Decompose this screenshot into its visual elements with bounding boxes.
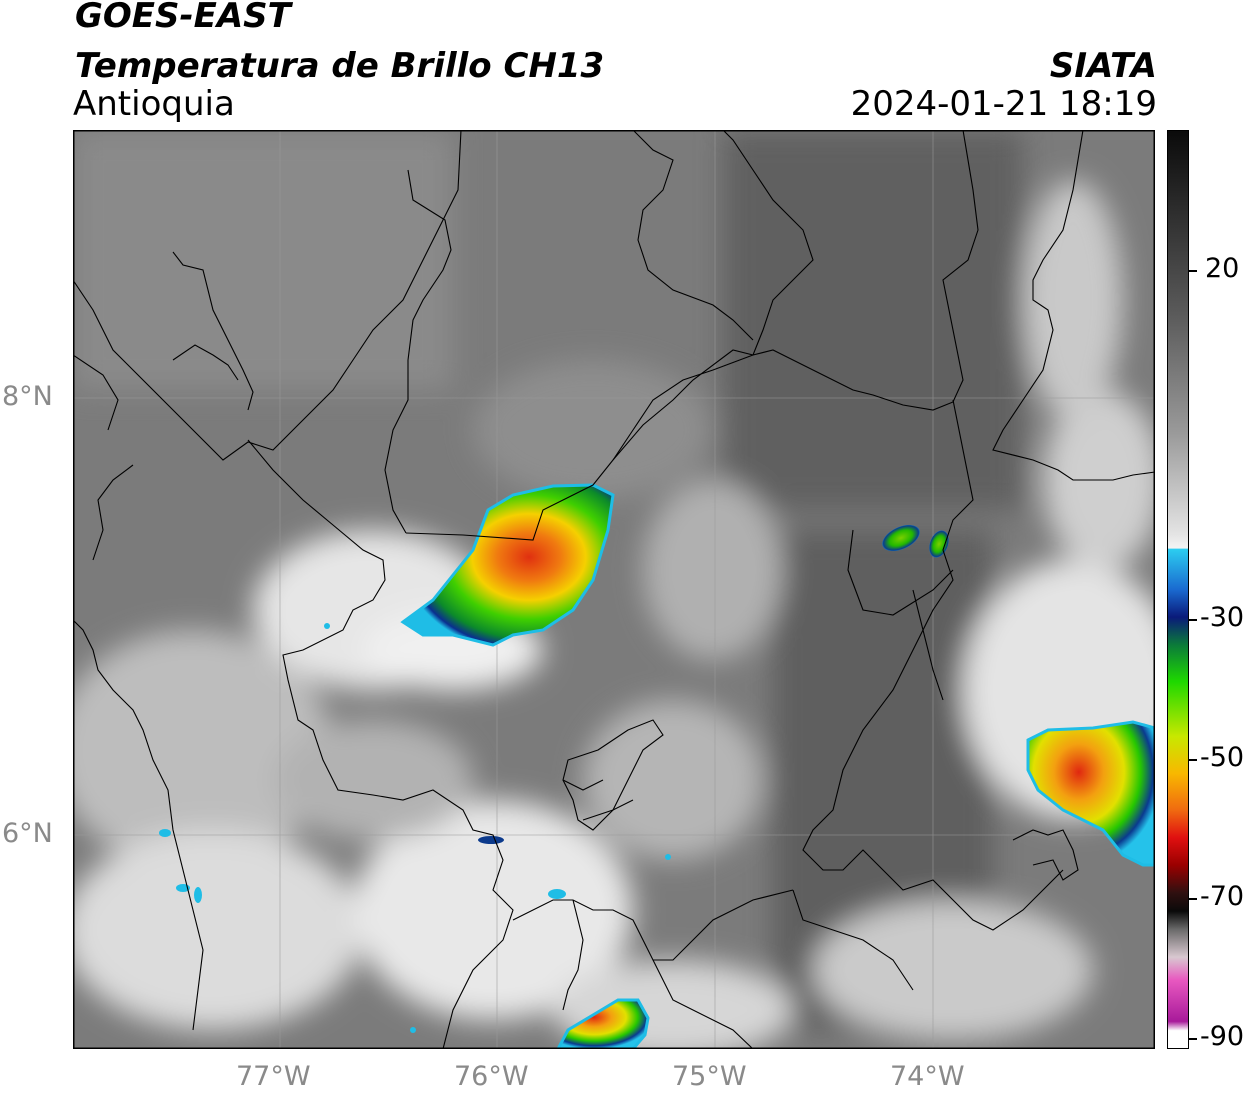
datetime-label: 2024-01-21 18:19 bbox=[850, 84, 1157, 124]
colorbar-tick-label: 20 bbox=[1205, 253, 1240, 284]
latitude-label: 6°N bbox=[2, 818, 53, 849]
longitude-label: 75°W bbox=[672, 1061, 747, 1092]
brand-label: SIATA bbox=[1049, 46, 1157, 86]
variable-title: Temperatura de Brillo CH13 bbox=[75, 46, 605, 86]
colorbar-tick-label: -90 bbox=[1200, 1021, 1245, 1052]
longitude-label: 77°W bbox=[236, 1061, 311, 1092]
storm-cell-small-1 bbox=[882, 524, 920, 552]
product-title: GOES-EAST bbox=[75, 0, 291, 36]
storm-cell-south bbox=[556, 998, 650, 1049]
colorbar bbox=[1167, 130, 1189, 1049]
colorbar-tick-label: -50 bbox=[1200, 742, 1245, 773]
longitude-label: 74°W bbox=[890, 1061, 965, 1092]
region-label: Antioquia bbox=[73, 84, 235, 124]
storm-cell-east bbox=[1026, 720, 1155, 867]
political-borders bbox=[73, 130, 1155, 1049]
small-cold-spots bbox=[159, 623, 671, 1033]
colorbar-tick-label: -30 bbox=[1200, 602, 1245, 633]
storm-cell-main bbox=[400, 483, 615, 647]
storm-cell-small-2 bbox=[929, 530, 949, 558]
longitude-label: 76°W bbox=[454, 1061, 529, 1092]
latitude-label: 8°N bbox=[2, 381, 53, 412]
satellite-map bbox=[73, 130, 1155, 1049]
colorbar-tick-label: -70 bbox=[1200, 881, 1245, 912]
